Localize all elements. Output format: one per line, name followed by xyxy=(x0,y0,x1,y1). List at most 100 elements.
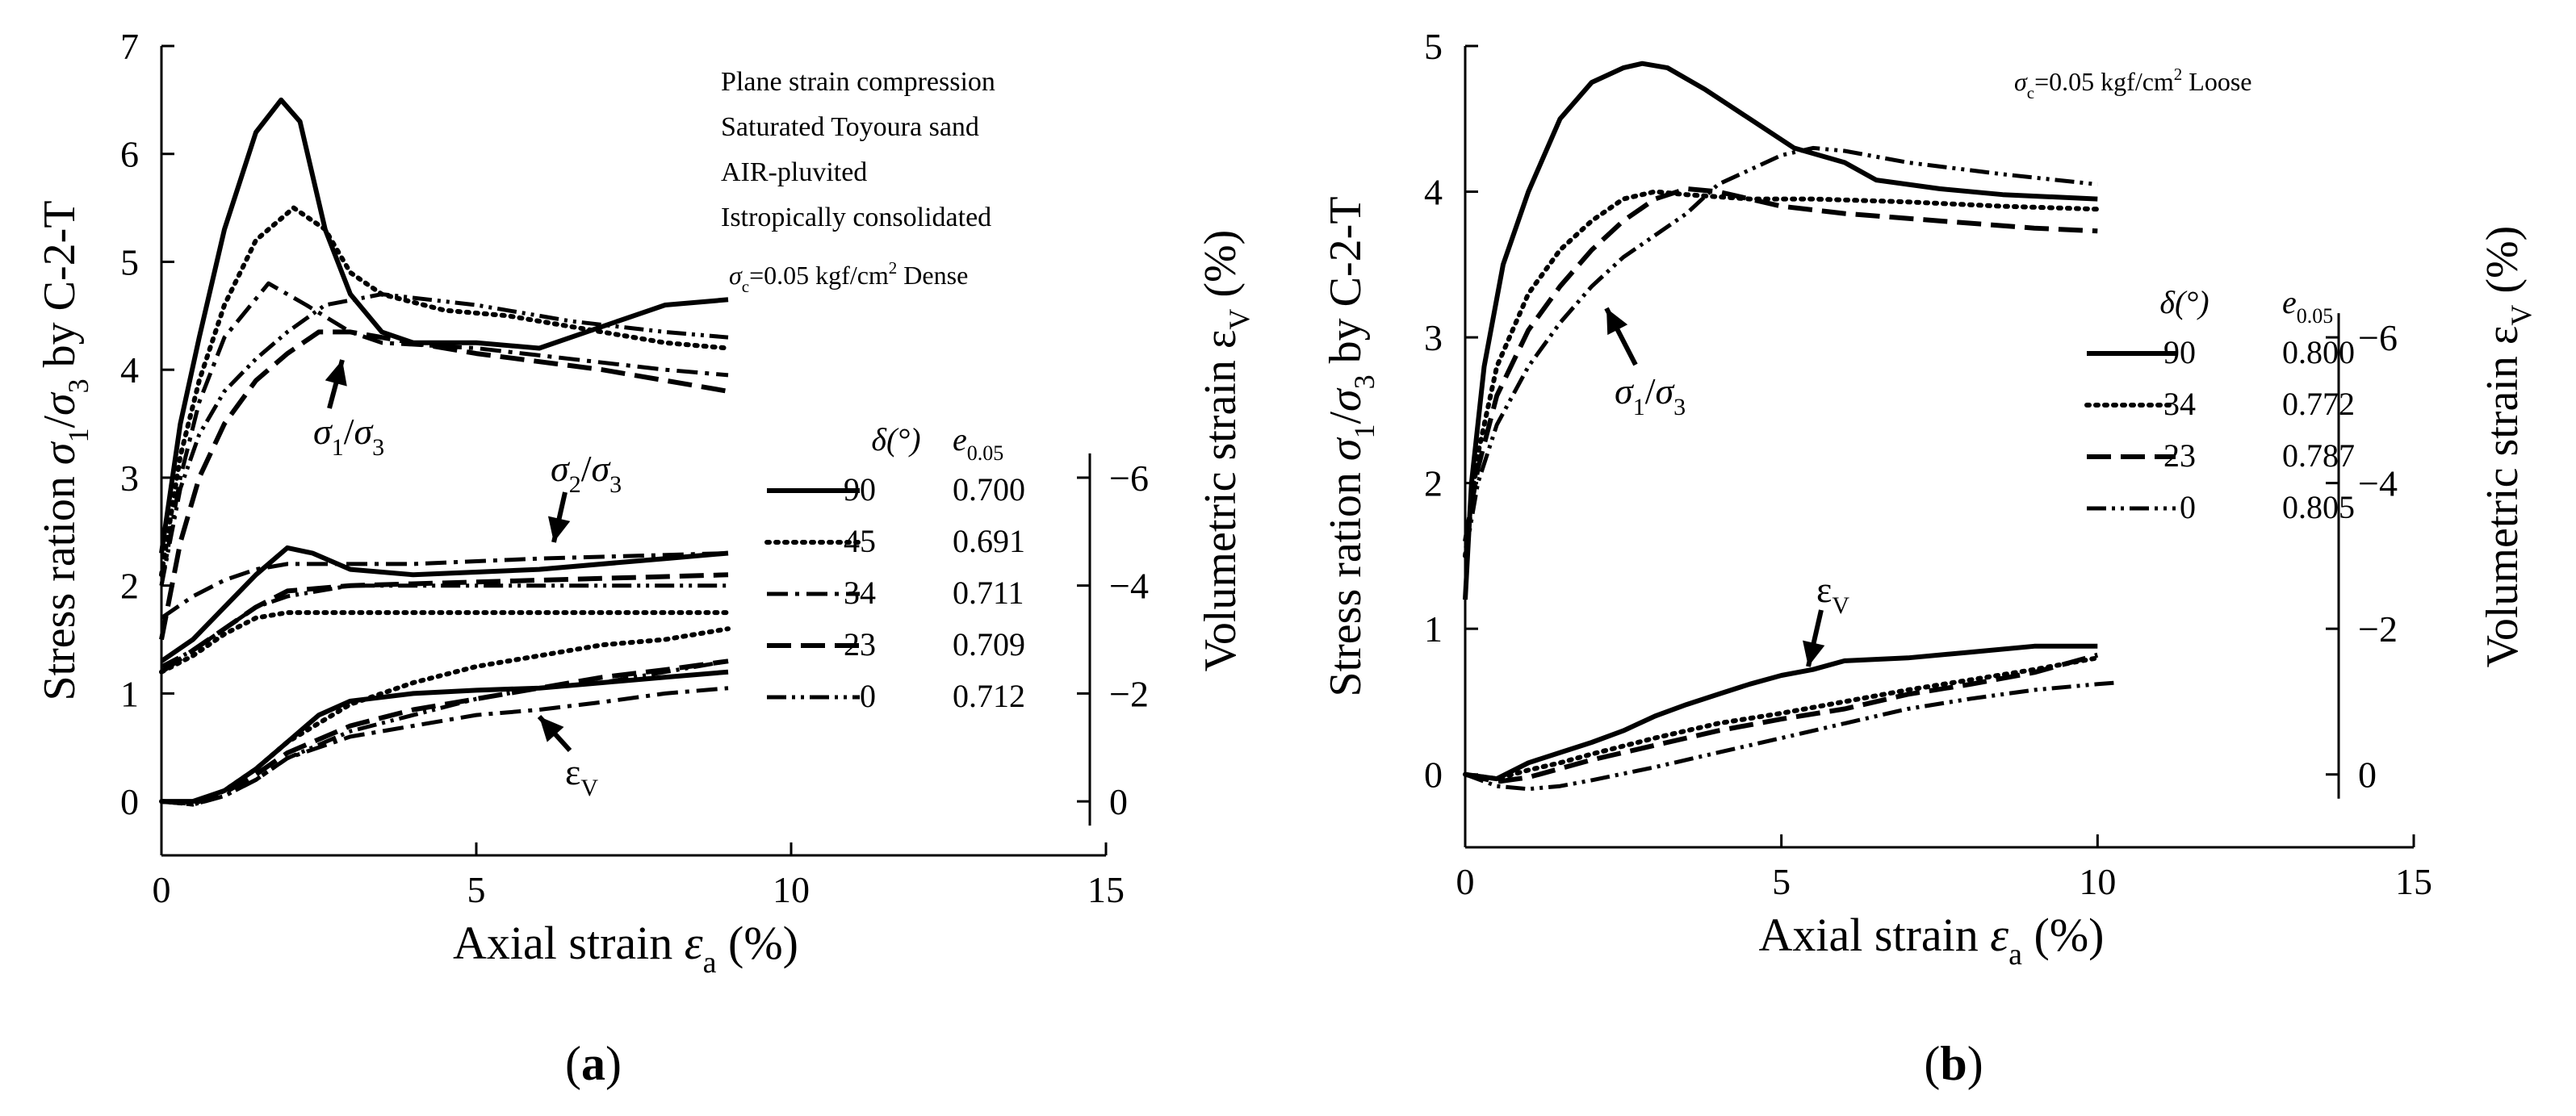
x-tick-label: 10 xyxy=(773,869,810,910)
y-right-tick-label: −4 xyxy=(2358,463,2398,504)
legend-delta: 23 xyxy=(844,626,876,662)
y-tick-label: 4 xyxy=(120,349,139,391)
y-right-tick-label: 0 xyxy=(2358,754,2377,796)
legend-e: 0.787 xyxy=(2282,437,2355,474)
x-tick-label: 15 xyxy=(1087,869,1125,910)
y-tick-label: 3 xyxy=(120,458,139,499)
legend-header-e: e0.05 xyxy=(953,421,1003,465)
panel-caption: (a) xyxy=(565,1037,622,1090)
y-tick-label: 1 xyxy=(1424,608,1443,650)
y-right-tick-label: −4 xyxy=(1109,566,1149,607)
panel-caption: (b) xyxy=(1924,1037,1983,1090)
legend-delta: 0 xyxy=(860,678,876,714)
annotation-volumetric: εV xyxy=(565,751,598,801)
series-line xyxy=(159,281,729,587)
legend-delta: 90 xyxy=(844,471,876,508)
y-axis-title: Stress ration σ1/σ3 by C-2-T xyxy=(1321,196,1380,696)
y-axis-title: Stress ration σ1/σ3 by C-2-T xyxy=(35,200,94,700)
x-tick-label: 10 xyxy=(2079,861,2116,902)
annotation-arrow-head xyxy=(539,717,564,742)
y-tick-label: 5 xyxy=(1424,26,1443,67)
legend-e: 0.805 xyxy=(2282,489,2355,525)
x-tick-label: 5 xyxy=(1772,861,1791,902)
legend-delta: 23 xyxy=(2163,437,2196,474)
x-tick-label: 15 xyxy=(2395,861,2432,902)
annotation-sigma2-sigma3: σ2/σ3 xyxy=(551,448,622,498)
series-line xyxy=(160,551,729,620)
info-line: Plane strain compression xyxy=(721,67,995,97)
series-line xyxy=(160,545,729,663)
y-right-tick-label: −6 xyxy=(1109,458,1149,499)
condition-label: σc=0.05 kgf/cm2 Loose xyxy=(2014,65,2252,102)
condition-label: σc=0.05 kgf/cm2 Dense xyxy=(729,258,968,296)
series-line xyxy=(159,626,731,806)
x-tick-label: 0 xyxy=(1456,861,1475,902)
annotation-sigma1-sigma3: σ1/σ3 xyxy=(1615,370,1686,420)
info-line: Istropically consolidated xyxy=(721,203,991,232)
series-line xyxy=(1464,680,2117,792)
series-line xyxy=(1463,189,2101,558)
legend-e: 0.700 xyxy=(953,471,1025,508)
y-tick-label: 1 xyxy=(120,673,139,714)
annotation-arrow-head xyxy=(325,360,347,387)
legend-header-e: e0.05 xyxy=(2282,284,2333,328)
series-line xyxy=(159,97,729,554)
y-tick-label: 3 xyxy=(1424,317,1443,358)
series-line xyxy=(160,572,729,675)
x-axis-title: Axial strain εa (%) xyxy=(453,917,798,980)
annotation-volumetric: εV xyxy=(1816,569,1849,619)
legend-e: 0.711 xyxy=(953,575,1024,611)
series-line xyxy=(161,658,729,807)
legend-header-delta: δ(°) xyxy=(2159,284,2209,320)
y-right-axis-title: Volumetric strain εV (%) xyxy=(2478,226,2537,668)
series-line xyxy=(161,658,729,806)
x-tick-label: 0 xyxy=(153,869,171,910)
series-line xyxy=(160,583,728,669)
y-tick-label: 6 xyxy=(120,134,139,175)
x-tick-label: 5 xyxy=(467,869,486,910)
legend-delta: 34 xyxy=(844,575,876,611)
series-line xyxy=(1463,655,2101,782)
legend-delta: 45 xyxy=(844,523,876,559)
y-tick-label: 0 xyxy=(1424,754,1443,796)
legend-e: 0.709 xyxy=(953,626,1025,662)
y-right-tick-label: −2 xyxy=(2358,608,2398,650)
annotation-arrow-head xyxy=(1803,640,1825,667)
annotation-arrow-head xyxy=(1606,308,1628,336)
y-tick-label: 4 xyxy=(1424,172,1443,213)
annotation-arrow-head xyxy=(547,516,571,542)
info-line: AIR-pluvited xyxy=(721,157,867,187)
legend-delta: 90 xyxy=(2163,334,2196,370)
y-right-tick-label: −6 xyxy=(2358,317,2398,358)
legend-header-delta: δ(°) xyxy=(871,421,920,458)
legend-e: 0.691 xyxy=(953,523,1025,559)
y-tick-label: 2 xyxy=(120,566,139,607)
legend-e: 0.772 xyxy=(2282,386,2355,422)
series-line xyxy=(159,610,731,675)
x-axis-title: Axial strain εa (%) xyxy=(1759,909,2105,972)
series-line xyxy=(1464,643,2098,782)
y-right-axis-title: Volumetric strain εV (%) xyxy=(1196,230,1255,672)
info-line: Saturated Toyoura sand xyxy=(721,112,979,142)
legend-e: 0.800 xyxy=(2282,334,2355,370)
series-line xyxy=(1463,186,2098,542)
series-line xyxy=(159,292,729,587)
y-tick-label: 0 xyxy=(120,781,139,822)
series-line xyxy=(159,205,731,578)
legend-delta: 0 xyxy=(2180,489,2196,525)
series-line xyxy=(159,329,729,641)
y-tick-label: 7 xyxy=(120,26,139,67)
y-right-tick-label: 0 xyxy=(1109,781,1128,822)
series-line xyxy=(1463,61,2098,600)
y-right-tick-label: −2 xyxy=(1109,673,1149,714)
y-tick-label: 2 xyxy=(1424,463,1443,504)
series-line xyxy=(1463,145,2098,557)
series-line xyxy=(1464,652,2099,784)
legend-e: 0.712 xyxy=(953,678,1025,714)
annotation-sigma1-sigma3: σ1/σ3 xyxy=(313,411,384,461)
y-tick-label: 5 xyxy=(120,241,139,282)
legend-delta: 34 xyxy=(2163,386,2196,422)
